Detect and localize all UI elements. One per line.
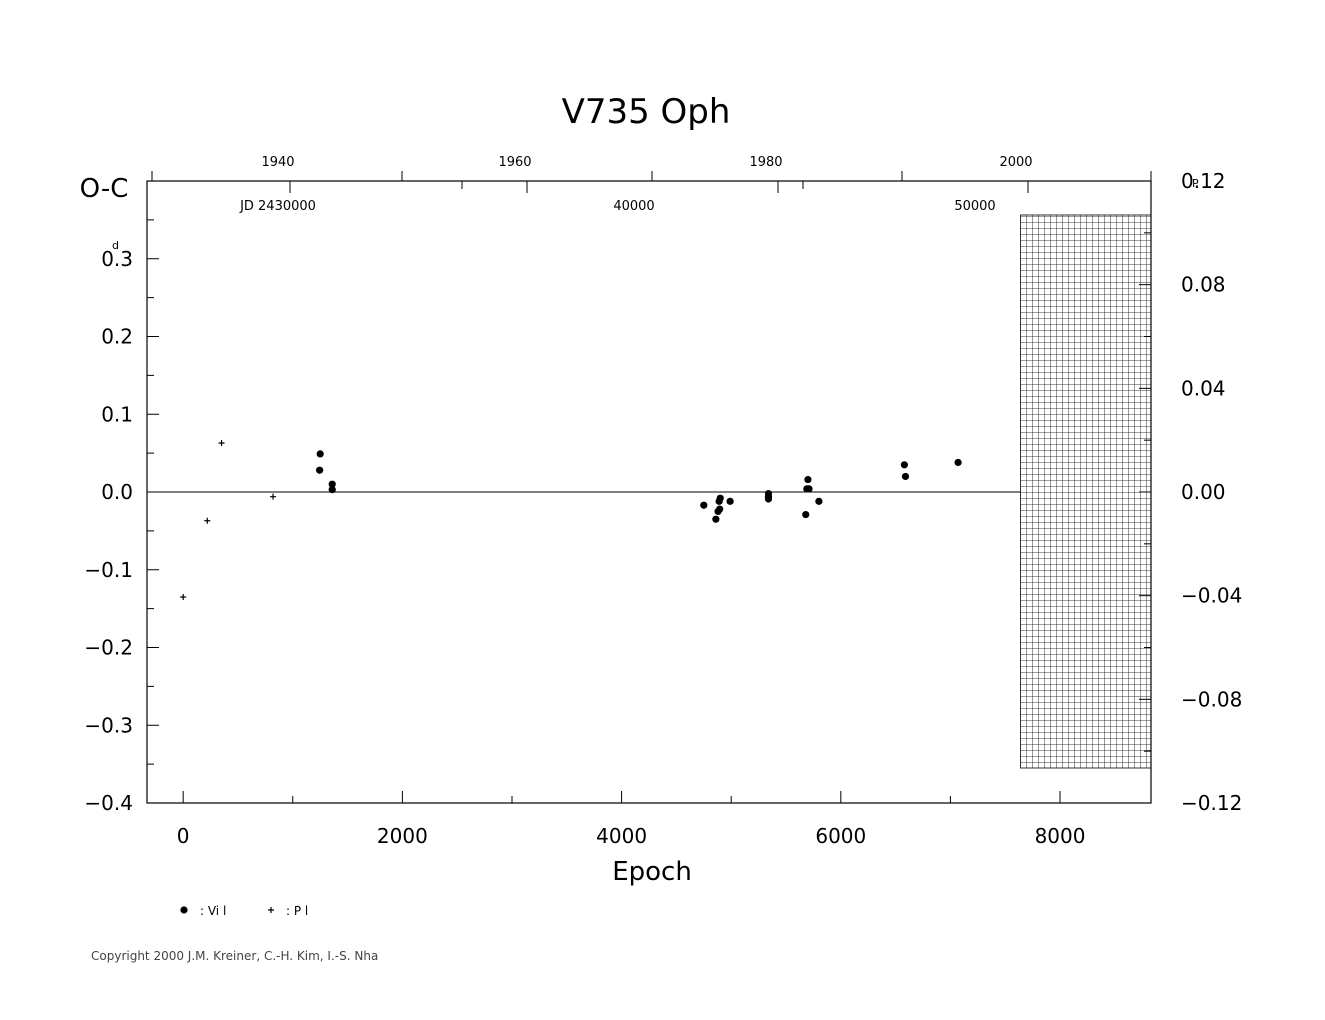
data-point-dot	[316, 450, 324, 458]
legend-plus-marker	[268, 907, 274, 913]
data-point-dot	[716, 505, 724, 513]
data-point-plus	[180, 593, 187, 600]
plot-frame	[146, 180, 1152, 804]
y-tick-label: −0.1	[84, 558, 133, 582]
y-tick-label: 0.3	[101, 247, 133, 271]
y2-tick-label: −0.08	[1181, 687, 1242, 711]
y2-tick-label: −0.12	[1181, 791, 1242, 815]
year-tick-label: 1960	[498, 155, 531, 170]
y2-tick-label: 0.12	[1181, 169, 1226, 193]
data-point-dot	[804, 475, 812, 484]
data-point-dot	[316, 466, 324, 474]
data-point-dot	[901, 472, 910, 481]
data-points	[180, 440, 962, 600]
data-point-dot	[700, 501, 708, 509]
y-tick-label: −0.3	[84, 713, 133, 737]
x-tick-label: 6000	[815, 824, 866, 848]
data-point-dot	[764, 495, 773, 503]
data-point-dot	[328, 480, 336, 488]
jd-label: JD 2430000	[239, 199, 316, 214]
data-point-dot	[712, 515, 720, 523]
y2-tick-label: 0.00	[1181, 480, 1226, 504]
data-point-plus	[218, 440, 225, 447]
y-tick-label: 0.1	[101, 402, 133, 426]
data-point-plus	[204, 517, 211, 524]
y2-tick-label: 0.08	[1181, 273, 1226, 297]
data-point-dot	[900, 461, 908, 469]
x-tick-label: 8000	[1035, 824, 1086, 848]
y-tick-label: 0.0	[101, 480, 133, 504]
axis-labels: 0.3 0.2 0.1 0.0 −0.1 −0.2 −0.3 −0.4 d 0.12 0.08 0.0…	[84, 155, 1242, 848]
y2-tick-label: 0.04	[1181, 376, 1226, 400]
y-tick-label: 0.2	[101, 325, 133, 349]
data-point-dot	[954, 458, 962, 467]
chart-title: V735 Oph	[562, 92, 731, 132]
y-unit-mark: d	[112, 239, 119, 252]
data-point-dot	[802, 510, 810, 519]
data-point-dot	[726, 497, 734, 505]
data-point-dot	[805, 485, 813, 493]
x-tick-label: 4000	[596, 824, 647, 848]
year-tick-label: 2000	[999, 155, 1032, 170]
legend: : Vi l : P l	[180, 904, 308, 918]
axis-ticks	[147, 171, 1152, 804]
x-tick-label: 0	[177, 824, 190, 848]
x-axis-label: Epoch	[612, 857, 692, 887]
jd-tick-label: 40000	[613, 199, 654, 214]
legend-label-plus: : P l	[286, 904, 308, 918]
legend-label-dot: : Vi l	[200, 904, 226, 918]
x-tick-label: 2000	[377, 824, 428, 848]
y2-unit-mark: P	[1192, 177, 1199, 190]
year-tick-label: 1980	[749, 155, 782, 170]
data-point-dot	[716, 494, 724, 502]
copyright-notice: Copyright 2000 J.M. Kreiner, C.-H. Kim, …	[91, 949, 379, 963]
legend-dot-marker	[180, 906, 188, 914]
hatched-region	[1020, 214, 1152, 769]
y-tick-label: −0.2	[84, 636, 133, 660]
data-point-dot	[328, 486, 336, 494]
data-point-dot	[815, 497, 823, 505]
y-tick-label: −0.4	[84, 791, 133, 815]
hatch-mesh	[1020, 214, 1152, 769]
jd-tick-label: 50000	[954, 199, 995, 214]
y2-tick-label: −0.04	[1181, 584, 1242, 608]
y-axis-label: O-C	[80, 174, 129, 204]
data-point-plus	[270, 493, 277, 500]
year-tick-label: 1940	[261, 155, 294, 170]
